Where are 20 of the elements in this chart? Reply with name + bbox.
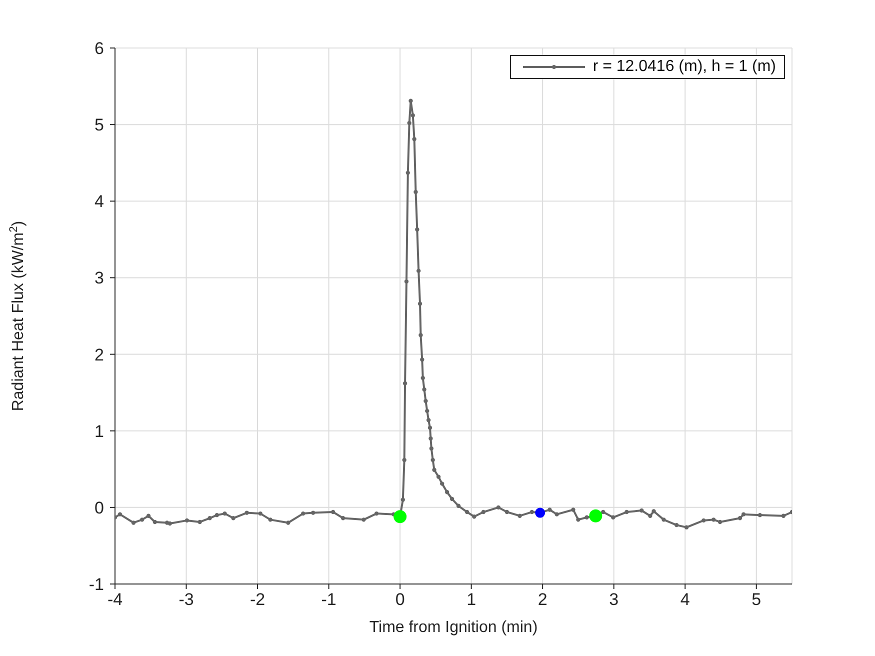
- x-tick-label: 0: [395, 590, 405, 610]
- y-tick-label: -1: [88, 575, 104, 594]
- y-tick-label: 2: [94, 345, 104, 364]
- y-tick-label: 3: [94, 268, 104, 288]
- x-axis-title: Time from Ignition (min): [369, 619, 538, 636]
- x-tick-label: 3: [609, 590, 619, 610]
- legend-label: r = 12.0416 (m), h = 1 (m): [592, 58, 776, 76]
- y-tick-label: 6: [94, 39, 104, 58]
- x-tick-label: -1: [321, 590, 336, 610]
- y-tick-label: 5: [94, 116, 104, 135]
- x-tick-label: 5: [752, 590, 762, 610]
- y-tick-label: 4: [94, 192, 104, 212]
- y-tick-label: 0: [94, 498, 104, 518]
- x-tick-label: -3: [178, 590, 194, 610]
- x-tick-label: -4: [107, 590, 123, 610]
- x-tick-label: 1: [466, 590, 476, 610]
- x-tick-label: 4: [680, 590, 690, 610]
- x-tick-label: -2: [250, 590, 266, 610]
- y-tick-label: 1: [94, 422, 104, 441]
- x-tick-label: 2: [538, 590, 548, 610]
